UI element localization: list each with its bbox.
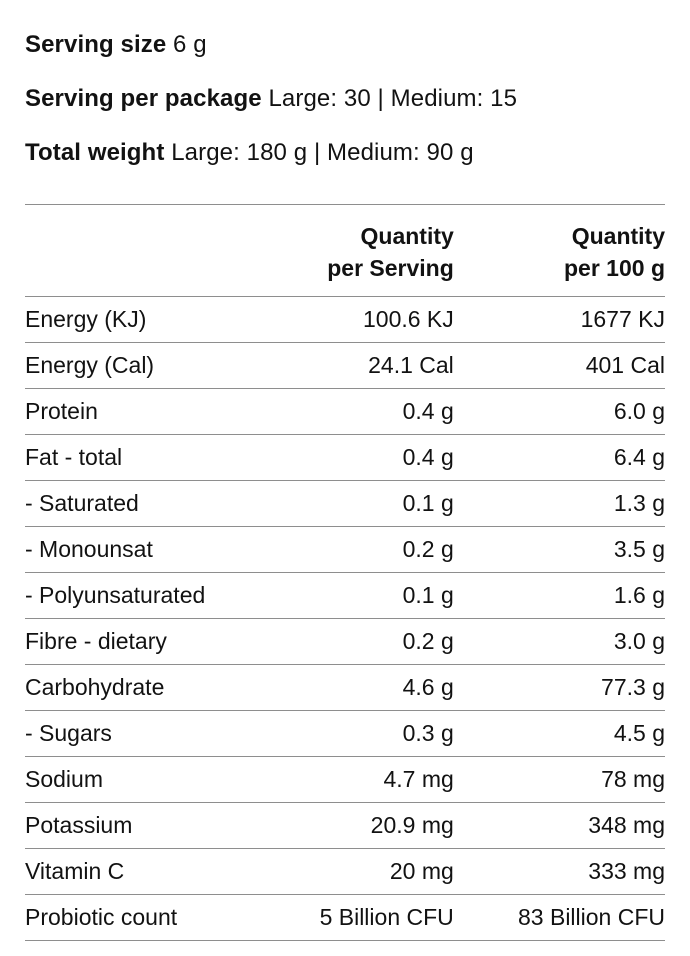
cell-nutrient: - Sugars <box>25 710 307 757</box>
cell-nutrient: - Polyunsaturated <box>25 572 307 619</box>
cell-per-serving: 20 mg <box>306 848 454 895</box>
cell-per-100g: 1.3 g <box>453 480 665 527</box>
table-header-row: Quantity per Serving Quantity per 100 g <box>25 204 665 297</box>
cell-nutrient: Fibre - dietary <box>25 618 307 665</box>
cell-per-serving: 0.1 g <box>306 480 454 527</box>
col-header-per-100g-line1: Quantity <box>571 223 665 249</box>
serving-info-block: Serving size 6 g Serving per package Lar… <box>25 30 665 167</box>
col-header-per-100g: Quantity per 100 g <box>453 204 665 297</box>
table-row: Fibre - dietary 0.2 g 3.0 g <box>25 618 665 665</box>
cell-per-100g: 348 mg <box>453 802 665 849</box>
cell-nutrient: Energy (Cal) <box>25 342 307 389</box>
table-row: - Monounsat 0.2 g 3.5 g <box>25 526 665 573</box>
cell-nutrient: Vitamin C <box>25 848 307 895</box>
col-header-nutrient <box>25 204 307 297</box>
cell-nutrient: - Monounsat <box>25 526 307 573</box>
cell-per-100g: 3.5 g <box>453 526 665 573</box>
col-header-per-serving-line1: Quantity <box>360 223 454 249</box>
col-header-per-serving: Quantity per Serving <box>306 204 454 297</box>
cell-per-serving: 4.6 g <box>306 664 454 711</box>
col-header-per-100g-line2: per 100 g <box>564 255 665 281</box>
serving-per-package-value: Large: 30 | Medium: 15 <box>268 85 518 112</box>
cell-per-100g: 333 mg <box>453 848 665 895</box>
table-row: Energy (KJ) 100.6 KJ 1677 KJ <box>25 296 665 343</box>
total-weight-value: Large: 180 g | Medium: 90 g <box>171 139 474 166</box>
cell-per-100g: 77.3 g <box>453 664 665 711</box>
cell-nutrient: Sodium <box>25 756 307 803</box>
table-row: - Sugars 0.3 g 4.5 g <box>25 710 665 757</box>
total-weight-line: Total weight Large: 180 g | Medium: 90 g <box>25 138 665 167</box>
cell-per-100g: 401 Cal <box>453 342 665 389</box>
cell-per-100g: 4.5 g <box>453 710 665 757</box>
cell-per-100g: 78 mg <box>453 756 665 803</box>
cell-nutrient: Energy (KJ) <box>25 296 307 343</box>
table-row: Sodium 4.7 mg 78 mg <box>25 756 665 803</box>
nutrition-table: Quantity per Serving Quantity per 100 g En… <box>25 204 665 941</box>
cell-per-serving: 24.1 Cal <box>306 342 454 389</box>
cell-per-serving: 20.9 mg <box>306 802 454 849</box>
nutrition-table-body: Energy (KJ) 100.6 KJ 1677 KJ Energy (Cal) 24… <box>25 296 665 941</box>
table-row: - Saturated 0.1 g 1.3 g <box>25 480 665 527</box>
table-row: Vitamin C 20 mg 333 mg <box>25 848 665 895</box>
cell-per-100g: 1.6 g <box>453 572 665 619</box>
cell-per-100g: 6.4 g <box>453 434 665 481</box>
cell-per-100g: 6.0 g <box>453 388 665 435</box>
table-row: - Polyunsaturated 0.1 g 1.6 g <box>25 572 665 619</box>
table-row: Protein 0.4 g 6.0 g <box>25 388 665 435</box>
cell-per-serving: 4.7 mg <box>306 756 454 803</box>
cell-per-serving: 0.1 g <box>306 572 454 619</box>
cell-per-serving: 0.2 g <box>306 526 454 573</box>
cell-nutrient: - Saturated <box>25 480 307 527</box>
cell-per-100g: 1677 KJ <box>453 296 665 343</box>
table-row: Probiotic count 5 Billion CFU 83 Billion C… <box>25 894 665 941</box>
cell-per-serving: 5 Billion CFU <box>306 894 454 941</box>
serving-size-label: Serving size <box>25 31 167 58</box>
table-row: Carbohydrate 4.6 g 77.3 g <box>25 664 665 711</box>
table-row: Potassium 20.9 mg 348 mg <box>25 802 665 849</box>
cell-per-serving: 0.4 g <box>306 388 454 435</box>
table-row: Energy (Cal) 24.1 Cal 401 Cal <box>25 342 665 389</box>
serving-per-package-line: Serving per package Large: 30 | Medium: … <box>25 84 665 113</box>
col-header-per-serving-line2: per Serving <box>327 255 454 281</box>
table-row: Fat - total 0.4 g 6.4 g <box>25 434 665 481</box>
cell-nutrient: Fat - total <box>25 434 307 481</box>
cell-per-serving: 0.4 g <box>306 434 454 481</box>
cell-per-serving: 0.3 g <box>306 710 454 757</box>
cell-nutrient: Potassium <box>25 802 307 849</box>
total-weight-label: Total weight <box>25 139 165 166</box>
cell-per-100g: 83 Billion CFU <box>453 894 665 941</box>
cell-per-serving: 0.2 g <box>306 618 454 665</box>
cell-nutrient: Carbohydrate <box>25 664 307 711</box>
cell-per-serving: 100.6 KJ <box>306 296 454 343</box>
cell-per-100g: 3.0 g <box>453 618 665 665</box>
serving-size-value: 6 g <box>173 31 207 58</box>
serving-size-line: Serving size 6 g <box>25 30 665 59</box>
cell-nutrient: Protein <box>25 388 307 435</box>
cell-nutrient: Probiotic count <box>25 894 307 941</box>
serving-per-package-label: Serving per package <box>25 85 262 112</box>
